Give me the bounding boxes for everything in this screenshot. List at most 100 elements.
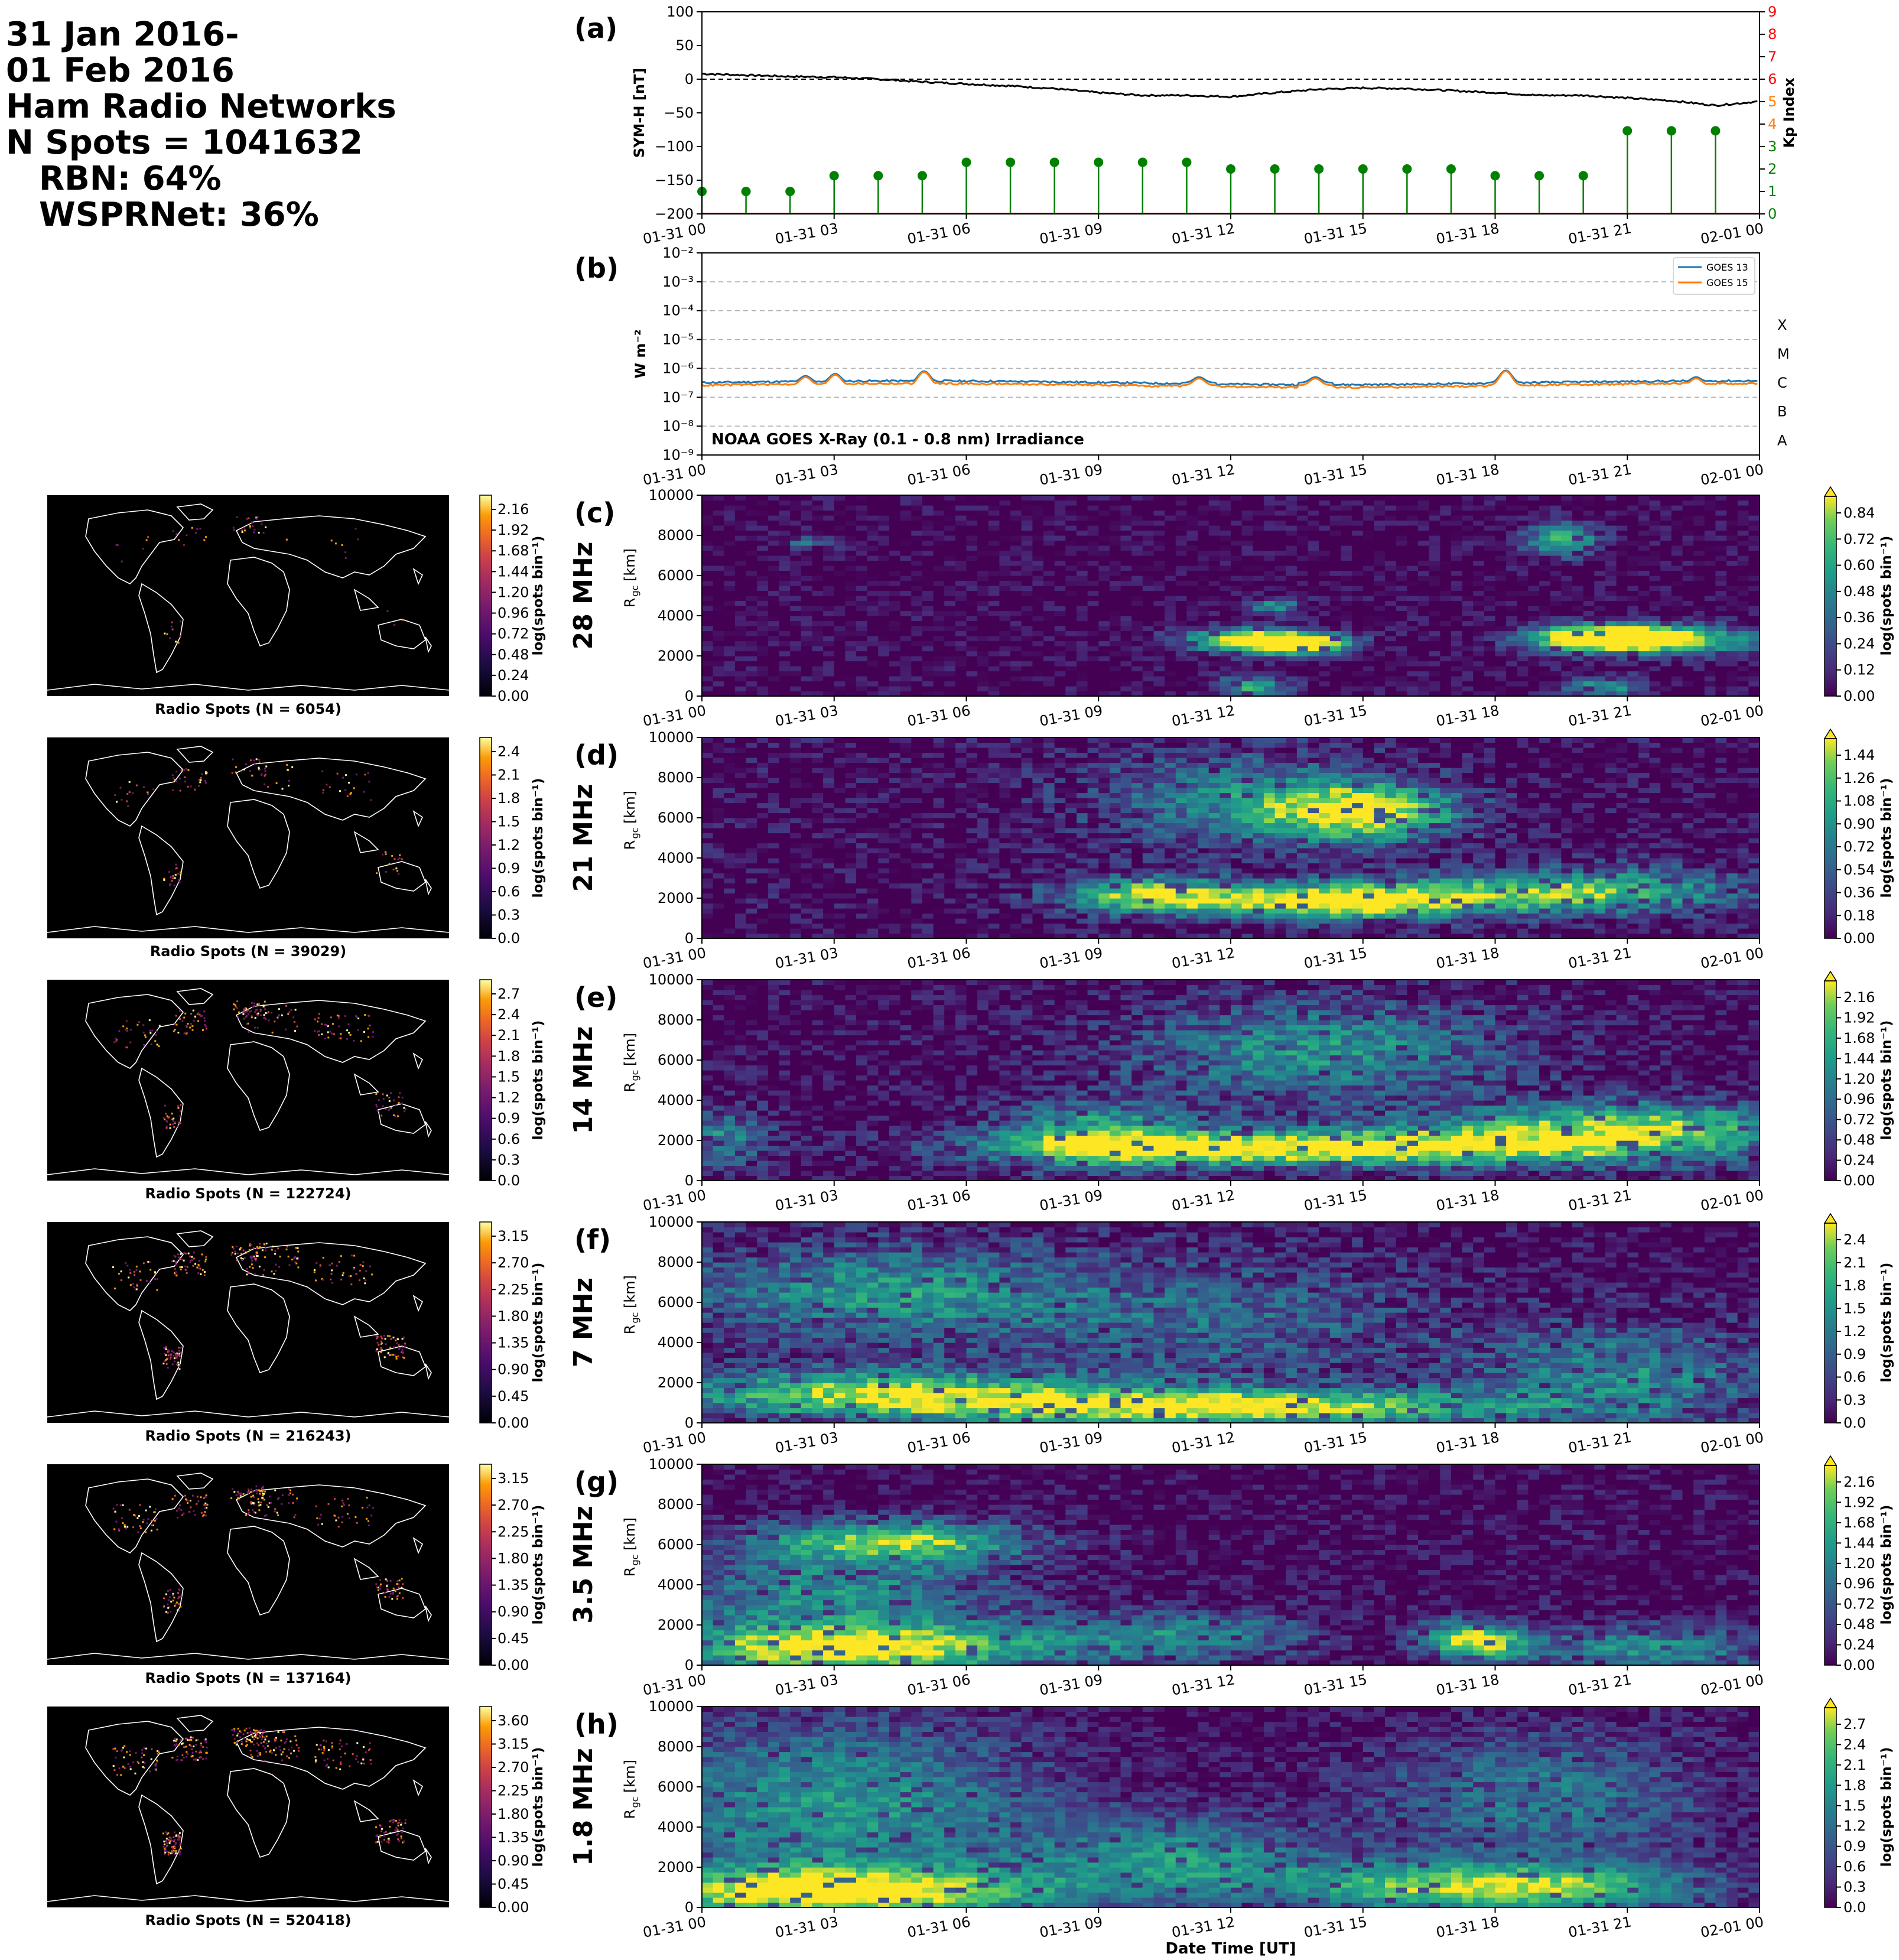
heatmap-cell xyxy=(1407,636,1419,642)
heatmap-cell xyxy=(1329,620,1341,626)
heatmap-cell xyxy=(1352,610,1364,616)
heatmap-cell xyxy=(1627,505,1639,511)
heatmap-cell xyxy=(724,560,736,566)
heatmap-cell xyxy=(1175,565,1187,571)
heatmap-cell xyxy=(955,510,967,516)
heatmap-cell xyxy=(1274,606,1286,612)
heatmap-cell xyxy=(1550,565,1562,571)
heatmap-cell xyxy=(900,586,912,591)
heatmap-cell xyxy=(922,576,934,581)
heatmap-cell xyxy=(1109,596,1121,602)
heatmap-cell xyxy=(900,808,912,814)
heatmap-cell xyxy=(911,510,923,516)
heatmap-cell xyxy=(757,515,769,521)
heatmap-cell xyxy=(1682,686,1694,692)
heatmap-cell xyxy=(900,863,912,869)
heatmap-cell xyxy=(1363,620,1374,626)
heatmap-cell xyxy=(1263,666,1276,672)
heatmap-cell xyxy=(867,878,879,884)
heatmap-cell xyxy=(834,843,846,849)
heatmap-cell xyxy=(1175,630,1187,636)
heatmap-cell xyxy=(878,772,890,778)
heatmap-cell xyxy=(867,913,879,919)
heatmap-cell xyxy=(1506,535,1518,541)
heatmap-cell xyxy=(790,495,802,501)
heatmap-cell xyxy=(1605,626,1617,632)
heatmap-cell xyxy=(1220,576,1231,581)
heatmap-cell xyxy=(1098,686,1110,692)
heatmap-cell xyxy=(1418,550,1430,556)
heatmap-cell xyxy=(1363,515,1374,521)
heatmap-cell xyxy=(1220,636,1231,642)
heatmap-cell xyxy=(1253,510,1264,516)
heatmap-cell xyxy=(1296,570,1309,576)
heatmap-cell xyxy=(1231,606,1243,612)
heatmap-cell xyxy=(713,848,724,854)
heatmap-cell xyxy=(1561,596,1573,602)
heatmap-cell xyxy=(856,752,868,758)
heatmap-cell xyxy=(944,525,956,531)
map-spot xyxy=(265,526,267,528)
heatmap-cell xyxy=(911,495,923,501)
panel-b-xtick-label: 01-31 06 xyxy=(906,461,971,488)
heatmap-cell xyxy=(812,802,824,808)
heatmap-cell xyxy=(1528,681,1540,687)
heatmap-cell xyxy=(1208,626,1220,632)
heatmap-cell xyxy=(1032,630,1044,636)
heatmap-cell xyxy=(768,616,780,622)
heatmap-cell xyxy=(878,843,890,849)
heatmap-cell xyxy=(977,596,989,602)
heatmap-cell xyxy=(779,590,791,596)
heatmap-cell xyxy=(1010,515,1022,521)
heatmap-cell xyxy=(1109,630,1121,636)
heatmap-cell xyxy=(1175,646,1187,652)
heatmap-cell xyxy=(845,550,857,556)
heatmap-cell xyxy=(1594,520,1606,526)
heatmap-cell xyxy=(713,772,724,778)
heatmap-cell xyxy=(790,550,802,556)
heatmap-cell xyxy=(768,590,780,596)
heatmap-cell xyxy=(1065,545,1077,551)
heatmap-cell xyxy=(746,576,757,581)
heatmap-cell xyxy=(834,616,846,622)
heatmap-cell xyxy=(1572,641,1584,646)
panel-c-map-cbar-tick-label: 0.72 xyxy=(497,626,529,642)
panel-c-map-colorbar xyxy=(479,495,492,697)
heatmap-cell xyxy=(1583,651,1595,656)
heatmap-cell xyxy=(1274,630,1286,636)
heatmap-cell xyxy=(1748,641,1760,646)
heatmap-cell xyxy=(757,908,769,914)
heatmap-cell xyxy=(889,918,901,924)
heatmap-cell xyxy=(1208,610,1220,616)
heatmap-cell xyxy=(1065,520,1077,526)
goes-ytick-label: 10⁻³ xyxy=(662,274,694,290)
heatmap-cell xyxy=(1693,565,1705,571)
heatmap-cell xyxy=(834,747,846,753)
heatmap-cell xyxy=(1109,666,1121,672)
heatmap-cell xyxy=(1473,626,1485,632)
heatmap-cell xyxy=(702,923,714,929)
heatmap-cell xyxy=(845,848,857,854)
heatmap-cell xyxy=(1165,590,1176,596)
heatmap-cell xyxy=(1341,651,1352,656)
heatmap-cell xyxy=(1253,550,1264,556)
heatmap-cell xyxy=(713,928,724,934)
heatmap-cell xyxy=(1660,666,1672,672)
heatmap-cell xyxy=(1517,651,1529,656)
heatmap-cell xyxy=(757,565,769,571)
heatmap-cell xyxy=(878,778,890,784)
heatmap-cell xyxy=(1341,686,1352,692)
heatmap-cell xyxy=(1296,686,1309,692)
heatmap-cell xyxy=(878,510,890,516)
heatmap-cell xyxy=(790,671,802,677)
heatmap-cell xyxy=(1363,495,1374,501)
heatmap-cell xyxy=(1120,676,1132,682)
heatmap-cell xyxy=(1627,555,1639,561)
heatmap-cell xyxy=(999,686,1011,692)
heatmap-cell xyxy=(1142,600,1154,606)
heatmap-cell xyxy=(856,590,868,596)
heatmap-cell xyxy=(845,873,857,879)
panel-c-xtick-label: 01-31 03 xyxy=(774,702,840,729)
heatmap-cell xyxy=(922,768,934,773)
heatmap-cell xyxy=(1693,676,1705,682)
